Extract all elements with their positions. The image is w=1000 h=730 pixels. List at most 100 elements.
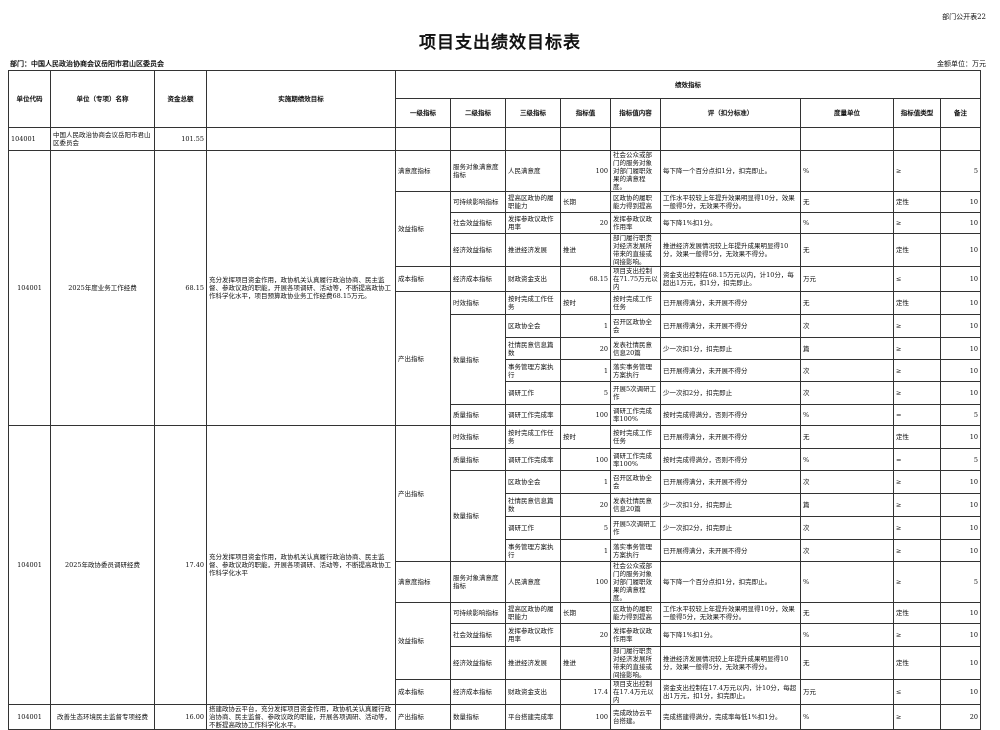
project-name: 改善生态环境民主监督专项经费 xyxy=(50,704,155,730)
indicator-value-type: ≥ xyxy=(893,470,941,494)
indicator-level3: 发挥参政议政作用率 xyxy=(505,212,561,234)
indicator-note: 10 xyxy=(939,266,982,292)
indicator-level1: 产出指标 xyxy=(395,704,451,730)
indicator-measure-unit: 无 xyxy=(800,291,894,315)
indicator-value: 长期 xyxy=(560,602,611,624)
project-goal: 充分发挥项目资金作用，政协机关认真履行政治协商、民主监督、参政议政的职能，开展各… xyxy=(206,150,396,426)
indicator-note: 10 xyxy=(939,679,982,705)
indicator-level3: 按时完成工作任务 xyxy=(505,425,561,449)
project-name: 2025年度业务工作经费 xyxy=(50,150,155,426)
header-measure-unit: 度量单位 xyxy=(800,98,894,128)
indicator-level2: 经济效益指标 xyxy=(450,646,506,680)
project-code: 104001 xyxy=(8,150,51,426)
indicator-row: 社情民意信息篇数 20 发表社情民意信息20篇 少一次扣1分，扣完即止篇 ≥10 xyxy=(9,337,982,360)
indicator-level3: 发挥参政议政作用率 xyxy=(505,623,561,647)
indicator-measure-unit: % xyxy=(800,212,894,234)
indicator-measure-unit: 次 xyxy=(800,516,894,540)
indicator-criteria: 每下降1%扣1分。 xyxy=(660,623,801,647)
indicator-row: 数量指标 区政协全会 1 召开区政协全会 已开展得满分，未开展不得分次 ≥10 xyxy=(9,314,982,405)
summary-name: 中国人民政治协商会议岳阳市君山区委员会 xyxy=(50,127,155,151)
indicator-value-type: 定性 xyxy=(893,233,941,267)
indicator-level2: 数量指标 xyxy=(450,470,506,562)
indicator-value: 100 xyxy=(560,448,611,471)
indicator-content: 部门履行职责对经济发展所带来的直接或间接影响。 xyxy=(610,646,661,680)
amount-unit-label: 金额单位：万元 xyxy=(937,60,986,68)
indicator-value: 100 xyxy=(560,404,611,426)
indicator-note: 10 xyxy=(939,470,982,494)
indicator-row: 满意度指标 服务对象满意度指标 人民满意度 100 社会公众或部门的服务对象对部门履职效… xyxy=(9,561,982,603)
project-funds: 17.40 xyxy=(154,425,207,705)
indicator-level3: 人民满意度 xyxy=(505,150,561,192)
project-code: 104001 xyxy=(8,704,51,730)
indicator-level3: 调研工作完成率 xyxy=(505,404,561,426)
indicator-note: 10 xyxy=(939,602,982,624)
project-name: 2025年政协委员调研经费 xyxy=(50,425,155,705)
indicator-value-type: 定性 xyxy=(893,646,941,680)
summary-funds: 101.55 xyxy=(154,127,207,151)
indicator-value-type: 定性 xyxy=(893,602,941,624)
indicator-note: 20 xyxy=(939,704,982,730)
indicator-content: 调研工作完成率100% xyxy=(610,404,661,426)
indicator-row: 成本指标 经济成本指标 财政资金支出 17.4 项目支出控制在17.4万元以内 资金支出控… xyxy=(9,679,982,705)
indicator-measure-unit: % xyxy=(800,623,894,647)
performance-table: 单位代码 单位（专项）名称 资金总额 实施期绩效目标 绩效指标 一级指标 二级指… xyxy=(8,70,982,730)
indicator-note: 5 xyxy=(939,404,982,426)
indicator-row: 数量指标 区政协全会 1 召开区政协全会 已开展得满分，未开展不得分次 ≥10 xyxy=(9,470,982,562)
indicator-content: 召开区政协全会 xyxy=(610,470,661,494)
indicator-level2: 社会效益指标 xyxy=(450,212,506,234)
indicator-value-type: ≥ xyxy=(893,516,941,540)
indicator-value-type: = xyxy=(893,448,941,471)
indicator-level3: 调研工作 xyxy=(505,381,561,405)
indicator-level1: 满意度指标 xyxy=(395,150,451,192)
form-number: 部门公开表22 xyxy=(942,13,986,21)
indicator-note: 10 xyxy=(939,212,982,234)
indicator-value-type: ≥ xyxy=(893,150,941,192)
indicator-criteria: 按时完成得满分，否则不得分 xyxy=(660,404,801,426)
indicator-value: 推进 xyxy=(560,233,611,267)
indicator-value: 17.4 xyxy=(560,679,611,705)
indicator-criteria: 每下降一个百分点扣1分，扣完即止。 xyxy=(660,561,801,603)
indicator-level2: 经济效益指标 xyxy=(450,233,506,267)
indicator-value: 5 xyxy=(560,516,611,540)
indicator-note: 5 xyxy=(939,150,982,192)
indicator-value-type: ≥ xyxy=(893,314,941,338)
indicator-level2: 社会效益指标 xyxy=(450,623,506,647)
indicator-measure-unit: 万元 xyxy=(800,266,894,292)
indicator-content: 部门履行职责对经济发展所带来的直接或间接影响。 xyxy=(610,233,661,267)
indicator-content: 按时完成工作任务 xyxy=(610,291,661,315)
indicator-level1: 效益指标 xyxy=(395,191,451,267)
indicator-note: 10 xyxy=(939,425,982,449)
indicator-value-type: ≥ xyxy=(893,359,941,382)
indicator-value: 20 xyxy=(560,212,611,234)
indicator-measure-unit: % xyxy=(800,404,894,426)
indicator-measure-unit: 篇 xyxy=(800,493,894,517)
indicator-note: 10 xyxy=(939,314,982,338)
header-value-type: 指标值类型 xyxy=(893,98,941,128)
indicator-content: 落实事务管理方案执行 xyxy=(610,539,661,562)
indicator-value: 100 xyxy=(560,704,611,730)
indicator-level3: 区政协全会 xyxy=(505,314,561,338)
indicator-measure-unit: 无 xyxy=(800,646,894,680)
indicator-value: 5 xyxy=(560,381,611,405)
header-performance: 绩效指标 xyxy=(394,70,982,99)
indicator-level1: 成本指标 xyxy=(395,679,451,705)
indicator-content: 按时完成工作任务 xyxy=(610,425,661,449)
indicator-level3: 财政资金支出 xyxy=(505,266,561,292)
indicator-value-type: ≥ xyxy=(893,493,941,517)
indicator-value: 20 xyxy=(560,623,611,647)
indicator-level3: 按时完成工作任务 xyxy=(505,291,561,315)
indicator-value-type: ≤ xyxy=(893,679,941,705)
indicator-value-type: ≥ xyxy=(893,704,941,730)
indicator-value-type: = xyxy=(893,404,941,426)
indicator-row: 质量指标 调研工作完成率 100 调研工作完成率100% 按时完成得满分，否则不得分% =… xyxy=(9,448,982,471)
indicator-measure-unit: 万元 xyxy=(800,679,894,705)
indicator-content: 项目支出控制在17.4万元以内 xyxy=(610,679,661,705)
indicator-measure-unit: 无 xyxy=(800,191,894,213)
indicator-content: 区政协的履职能力得到提高 xyxy=(610,602,661,624)
indicator-content: 区政协的履职能力得到提高 xyxy=(610,191,661,213)
indicator-level1: 效益指标 xyxy=(395,602,451,680)
summary-row: 104001 中国人民政治协商会议岳阳市君山区委员会 101.55 xyxy=(8,127,982,151)
indicator-note: 10 xyxy=(939,359,982,382)
header-unit-name: 单位（专项）名称 xyxy=(50,70,155,128)
indicator-criteria: 资金支出控制在17.4万元以内，计10分，每超出1万元，扣1分，扣完即止。 xyxy=(660,679,801,705)
